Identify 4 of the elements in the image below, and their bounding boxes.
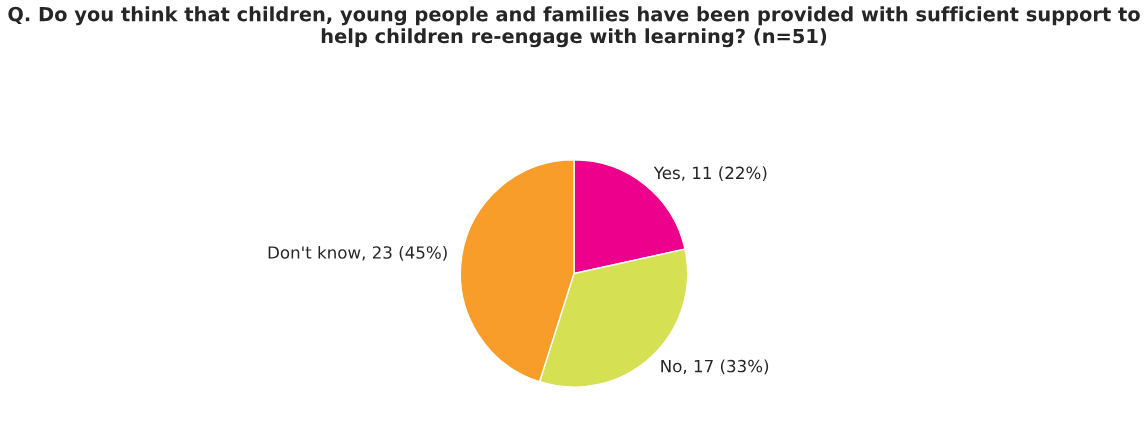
- slice-label: No, 17 (33%): [661, 359, 769, 375]
- slice-label: Yes, 11 (22%): [653, 166, 767, 182]
- slice-label: Don't know, 23 (45%): [268, 245, 447, 261]
- chart-title: Q. Do you think that children, young people and families have been provided with sufficient support to help children re-engage with learning? (n=51): [8, 6, 1140, 48]
